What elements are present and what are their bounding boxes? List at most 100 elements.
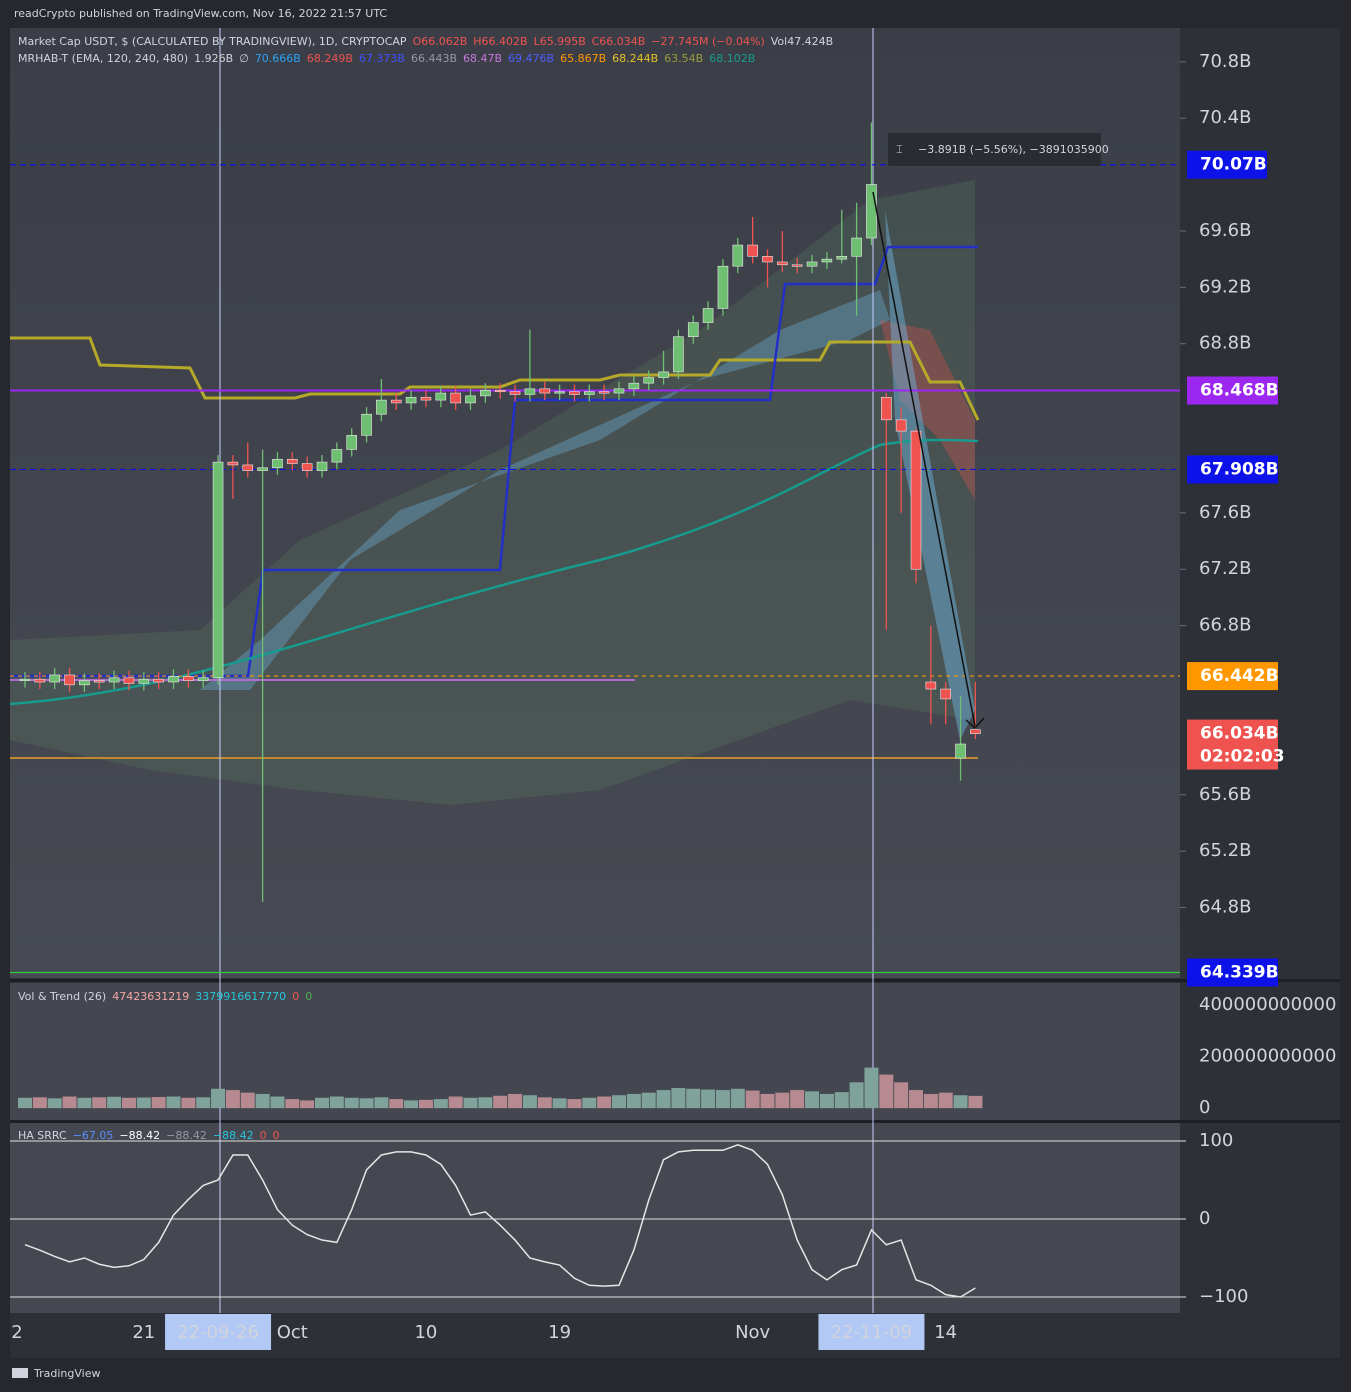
volume-bar xyxy=(285,1099,300,1109)
volume-bar xyxy=(745,1090,760,1109)
volume-bar xyxy=(121,1097,136,1109)
legend-symbol: Market Cap USDT, $ (CALCULATED BY TRADIN… xyxy=(18,35,407,48)
candle-body xyxy=(509,391,521,395)
oscillator-legend-value: −67.05 xyxy=(73,1129,114,1142)
candle-body xyxy=(687,322,699,337)
indicator-line xyxy=(10,245,978,678)
volume-bar xyxy=(923,1093,938,1109)
volume-bar xyxy=(166,1096,181,1109)
measure-label: −3.891B (−5.56%), −3891035900 xyxy=(918,143,1109,156)
volume-bar xyxy=(32,1097,47,1109)
candle-body xyxy=(138,678,150,684)
volume-bar xyxy=(433,1099,448,1109)
volume-bar xyxy=(730,1088,745,1109)
y-tick-label: 70.8B xyxy=(1199,51,1251,72)
volume-bar xyxy=(849,1082,864,1109)
measure-arrow xyxy=(872,191,976,727)
y-tick-label: 69.2B xyxy=(1199,276,1251,297)
volume-bar xyxy=(107,1096,122,1109)
volume-bar xyxy=(255,1093,270,1109)
price-tag-label: 70.07B xyxy=(1200,155,1267,175)
candle-body xyxy=(390,399,402,404)
volume-bar xyxy=(463,1097,478,1109)
volume-bar xyxy=(47,1098,62,1109)
oscillator-legend-value: −88.42 xyxy=(166,1129,207,1142)
measure-box xyxy=(888,133,1101,166)
candle-body xyxy=(821,258,833,263)
candle-body xyxy=(183,676,194,681)
candle-body xyxy=(762,256,773,263)
volume-bar xyxy=(701,1089,716,1109)
price-tag xyxy=(1187,376,1278,405)
volume-legend-value: 0 xyxy=(305,990,312,1003)
indicator-value: 68.47B xyxy=(463,52,502,65)
candle-body xyxy=(925,681,937,690)
indicator-value: 70.666B xyxy=(255,52,301,65)
candle-body xyxy=(316,461,328,471)
volume-bar xyxy=(211,1088,226,1109)
volume-bar xyxy=(418,1099,433,1109)
volume-bar xyxy=(641,1092,656,1109)
indicator-value: 68.249B xyxy=(307,52,353,65)
legend-volume: Vol47.424B xyxy=(771,35,834,48)
volume-bar xyxy=(359,1098,374,1109)
candle-body xyxy=(658,371,669,378)
x-tick-label: 14 xyxy=(934,1322,957,1343)
candle-body xyxy=(168,676,179,683)
indicator-value: 65.867B xyxy=(560,52,606,65)
candle-body xyxy=(806,261,818,267)
candle-body xyxy=(836,256,848,260)
volume-bar xyxy=(626,1093,641,1109)
volume-bar xyxy=(582,1097,597,1109)
candle-body xyxy=(747,244,758,257)
volume-pane xyxy=(10,983,1180,1120)
footer: TradingView xyxy=(33,1367,100,1380)
x-tick-label: 2 xyxy=(11,1322,22,1343)
volume-bar xyxy=(77,1097,92,1109)
volume-bar xyxy=(656,1090,671,1109)
volume-bar xyxy=(686,1088,701,1109)
candle-body xyxy=(524,388,536,395)
volume-legend: Vol & Trend (26) 47423631219 3379916617770… xyxy=(18,990,312,1003)
candle-body xyxy=(64,674,75,686)
volume-bar xyxy=(537,1097,552,1109)
price-tag-label: 66.034B xyxy=(1200,724,1279,744)
volume-bar xyxy=(671,1088,686,1109)
indicator-width: 1.926B xyxy=(194,52,233,65)
indicator-value: 68.244B xyxy=(612,52,658,65)
volume-bar xyxy=(894,1082,909,1109)
candle-body xyxy=(420,396,432,401)
candle-body xyxy=(227,461,239,466)
oscillator-legend-value: 0 xyxy=(260,1129,267,1142)
price-pane xyxy=(10,28,1180,978)
volume-bar xyxy=(493,1095,508,1109)
price-tag xyxy=(1187,150,1267,179)
volume-bar xyxy=(552,1098,567,1109)
y-tick-label: 68.8B xyxy=(1199,333,1251,354)
volume-bar xyxy=(864,1067,879,1109)
candle-body xyxy=(331,449,343,463)
candle-body xyxy=(153,678,164,683)
volume-bar xyxy=(300,1100,315,1109)
candle-body xyxy=(346,435,358,450)
footer-logo xyxy=(12,1368,28,1378)
volume-bar xyxy=(522,1095,537,1109)
candle-body xyxy=(286,459,298,464)
volume-bar xyxy=(404,1100,419,1109)
candle-body xyxy=(435,392,447,401)
price-tag xyxy=(1187,455,1278,484)
volume-bar xyxy=(567,1099,582,1109)
candle-body xyxy=(777,261,788,266)
price-tag-countdown: 02:02:03 xyxy=(1200,747,1285,767)
candle-body xyxy=(851,237,862,257)
price-tag-label: 66.442B xyxy=(1200,666,1279,686)
candle-body xyxy=(628,382,640,390)
volume-bar xyxy=(151,1097,166,1109)
candle-body xyxy=(613,388,625,394)
y-tick-label: 65.6B xyxy=(1199,784,1251,805)
y-tick-label: 67.6B xyxy=(1199,502,1251,523)
price-tag-label: 68.468B xyxy=(1200,381,1279,401)
candle-body xyxy=(465,395,476,404)
candle-body xyxy=(791,264,803,267)
volume-bar xyxy=(240,1092,255,1109)
